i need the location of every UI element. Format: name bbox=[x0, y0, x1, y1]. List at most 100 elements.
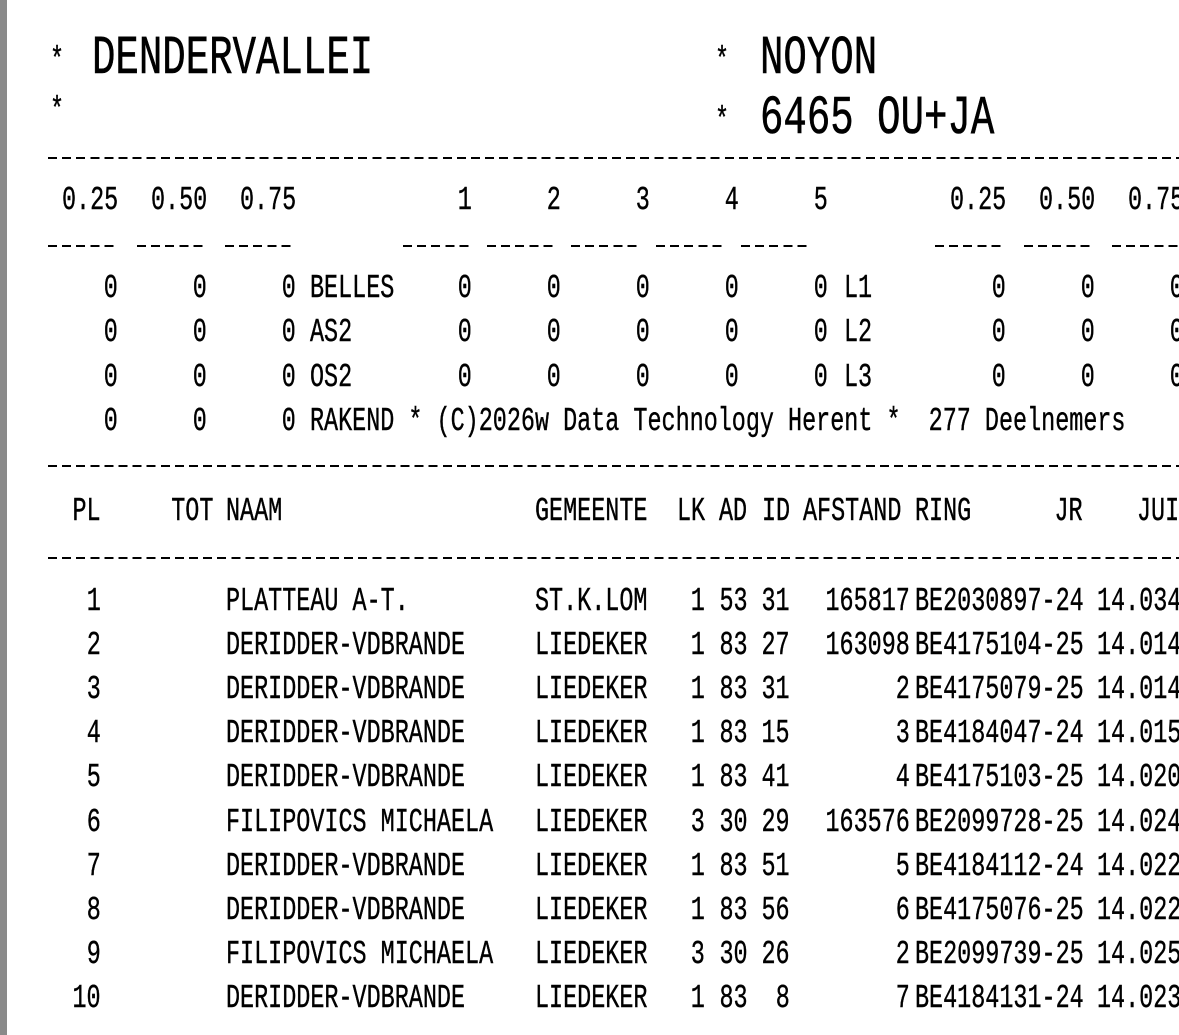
row-name: DERIDDER-VDBRANDE bbox=[226, 626, 466, 664]
column-underline bbox=[1024, 245, 1094, 247]
row-afstand: 163576 bbox=[825, 803, 910, 841]
col-header-pl: PL bbox=[72, 492, 101, 530]
row-ad: 83 bbox=[719, 891, 748, 929]
column-underline bbox=[137, 245, 207, 247]
column-underline bbox=[741, 245, 811, 247]
header-asterisk: * bbox=[715, 41, 730, 79]
summary-value: 0 bbox=[192, 269, 207, 307]
summary-value: 0 bbox=[457, 358, 472, 396]
summary-value: 0 bbox=[546, 269, 561, 307]
column-underline bbox=[487, 245, 557, 247]
row-name: DERIDDER-VDBRANDE bbox=[226, 980, 466, 1018]
row-id: 41 bbox=[761, 759, 790, 797]
row-ring: BE4175076-25 bbox=[915, 891, 1084, 929]
row-id: 51 bbox=[761, 847, 790, 885]
row-ring: BE4175079-25 bbox=[915, 670, 1084, 708]
summary-value: 0 bbox=[103, 269, 118, 307]
row-afstand: 7 bbox=[895, 980, 910, 1018]
summary-value: 0 bbox=[991, 269, 1006, 307]
row-gemeente: LIEDEKER bbox=[535, 936, 648, 974]
row-name: DERIDDER-VDBRANDE bbox=[226, 670, 466, 708]
header-asterisk: * bbox=[715, 101, 730, 139]
row-ring: BE4184112-24 bbox=[915, 847, 1084, 885]
row-id: 31 bbox=[761, 670, 790, 708]
row-ad: 30 bbox=[719, 936, 748, 974]
summary-value: 0 bbox=[281, 358, 296, 396]
row-lk: 1 bbox=[690, 670, 705, 708]
row-place: 9 bbox=[86, 936, 101, 974]
summary-row-label: OS2 bbox=[310, 358, 353, 396]
row-id: 31 bbox=[761, 582, 790, 620]
summary-value: 0 bbox=[457, 269, 472, 307]
row-lk: 1 bbox=[690, 980, 705, 1018]
column-underline bbox=[225, 245, 295, 247]
row-place: 4 bbox=[86, 715, 101, 753]
summary-column-header: 0.50 bbox=[150, 181, 208, 219]
row-place: 6 bbox=[86, 803, 101, 841]
row-ring: BE4184131-24 bbox=[915, 980, 1084, 1018]
summary-value: 0 bbox=[724, 358, 739, 396]
row-name: DERIDDER-VDBRANDE bbox=[226, 891, 466, 929]
row-place: 1 bbox=[86, 582, 101, 620]
summary-column-header: 0.25 bbox=[61, 181, 119, 219]
row-gemeente: ST.K.LOM bbox=[535, 582, 648, 620]
summary-value: 0 bbox=[991, 358, 1006, 396]
row-ad: 83 bbox=[719, 847, 748, 885]
summary-value: 0 bbox=[635, 269, 650, 307]
summary-row-label: L3 bbox=[844, 358, 873, 396]
summary-column-header: 4 bbox=[724, 181, 739, 219]
row-time: 14.020 bbox=[1097, 759, 1179, 797]
col-header-afstand: AFSTAND bbox=[803, 492, 902, 530]
row-gemeente: LIEDEKER bbox=[535, 980, 648, 1018]
summary-value: 0 bbox=[103, 314, 118, 352]
col-header-lk: LK bbox=[677, 492, 706, 530]
row-place: 10 bbox=[72, 980, 101, 1018]
row-gemeente: LIEDEKER bbox=[535, 670, 648, 708]
summary-value: 0 bbox=[1080, 269, 1095, 307]
summary-value: 0 bbox=[1170, 360, 1179, 393]
column-underline bbox=[935, 245, 1005, 247]
row-gemeente: LIEDEKER bbox=[535, 715, 648, 753]
summary-value: 0 bbox=[1170, 316, 1179, 349]
summary-value: 0 bbox=[281, 269, 296, 307]
summary-column-header: 1 bbox=[457, 181, 472, 219]
col-header-gemeente: GEMEENTE bbox=[535, 492, 648, 530]
summary-value: 0 bbox=[991, 314, 1006, 352]
col-header-id: ID bbox=[762, 492, 791, 530]
summary-value: 0 bbox=[813, 269, 828, 307]
row-place: 5 bbox=[86, 759, 101, 797]
summary-row-label: L1 bbox=[844, 269, 873, 307]
summary-value: 0 bbox=[1080, 358, 1095, 396]
row-time: 14.025 bbox=[1097, 936, 1179, 974]
row-name: DERIDDER-VDBRANDE bbox=[226, 715, 466, 753]
row-afstand: 4 bbox=[895, 759, 910, 797]
col-header-ad: AD bbox=[719, 492, 748, 530]
row-afstand: 6 bbox=[895, 891, 910, 929]
summary-value: 0 bbox=[635, 358, 650, 396]
row-lk: 1 bbox=[690, 759, 705, 797]
row-ring: BE2030897-24 bbox=[915, 582, 1084, 620]
summary-value: 0 bbox=[103, 403, 118, 441]
race-name: NOYON bbox=[760, 27, 878, 91]
summary-value: 0 bbox=[192, 314, 207, 352]
column-underline bbox=[656, 245, 726, 247]
row-afstand: 163098 bbox=[825, 626, 910, 664]
row-place: 7 bbox=[86, 847, 101, 885]
row-gemeente: LIEDEKER bbox=[535, 847, 648, 885]
row-ad: 53 bbox=[719, 582, 748, 620]
dashed-rule bbox=[48, 465, 1179, 467]
row-time: 14.034 bbox=[1097, 582, 1179, 620]
summary-column-header: 3 bbox=[635, 181, 650, 219]
row-afstand: 165817 bbox=[825, 582, 910, 620]
row-afstand: 3 bbox=[895, 715, 910, 753]
summary-value: 0 bbox=[192, 403, 207, 441]
summary-value: 0 bbox=[724, 314, 739, 352]
page-edge bbox=[0, 0, 7, 1035]
rakend-credits-line: RAKEND * (C)2026w Data Technology Herent… bbox=[310, 403, 1126, 441]
summary-value: 0 bbox=[103, 358, 118, 396]
summary-column-header: 2 bbox=[546, 181, 561, 219]
col-header-jui: JUI bbox=[1137, 492, 1179, 530]
row-time: 14.022 bbox=[1097, 847, 1179, 885]
summary-value: 0 bbox=[281, 403, 296, 441]
row-gemeente: LIEDEKER bbox=[535, 891, 648, 929]
